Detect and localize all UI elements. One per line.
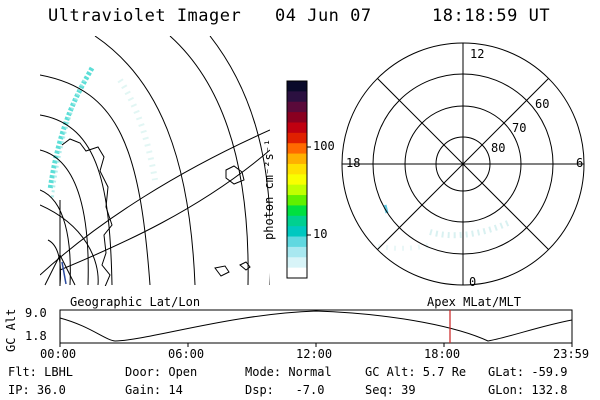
colorbar-stripe [287, 81, 307, 92]
mlt-label-0: 0 [469, 275, 477, 289]
colorbar-stripe [287, 174, 307, 186]
colorbar-stripe [287, 195, 307, 207]
lat-label-80: 80 [491, 141, 506, 155]
lat-label-60: 60 [535, 97, 550, 111]
gain-value: Gain: 14 [125, 383, 183, 397]
colorbar-stripe [287, 184, 307, 196]
colorbar-stripe [287, 215, 307, 227]
colorbar-stripe [287, 122, 307, 134]
polar-plot [341, 42, 585, 286]
timeline-x-label-1200: 12:00 [296, 347, 333, 361]
dsp-value: Dsp: -7.0 [245, 383, 325, 397]
colorbar-stripe [287, 267, 307, 279]
timeline-x-label-2359: 23:59 [553, 347, 590, 361]
colorbar-stripe [287, 226, 307, 238]
instrument-title: Ultraviolet Imager [48, 6, 242, 26]
ip-value: IP: 36.0 [8, 383, 66, 397]
aurora-emission [47, 66, 95, 191]
colorbar [286, 80, 311, 279]
geographic-longitude: GLon: 132.8 [488, 383, 568, 397]
colorbar-stripe [287, 246, 307, 258]
timeline-left-title: Geographic Lat/Lon [70, 295, 201, 309]
filter-value: Flt: LBHL [8, 365, 74, 379]
timeline-right-title: Apex MLat/MLT [427, 295, 521, 309]
timeline-y-label-max: 9.0 [25, 306, 47, 320]
colorbar-unit-label: photon cm⁻²s⁻¹ [262, 138, 276, 240]
colorbar-stripe [287, 91, 307, 103]
timeline-x-label-0600: 06:00 [168, 347, 205, 361]
observation-time: 18:18:59 UT [432, 6, 551, 26]
timeline-y-label-min: 1.8 [25, 329, 47, 343]
mlt-label-18: 18 [346, 156, 361, 170]
colorbar-stripe [287, 132, 307, 144]
colorbar-stripe [287, 163, 307, 175]
timeline-x-label-1800: 18:00 [424, 347, 461, 361]
gc-altitude: GC Alt: 5.7 Re [365, 365, 467, 379]
colorbar-stripe [287, 112, 307, 124]
colorbar-stripe [287, 101, 307, 113]
timeline-axis-label: GC Alt [4, 308, 18, 352]
door-status: Door: Open [125, 365, 198, 379]
colorbar-tick-100: 100 [313, 139, 335, 153]
geographic-latitude: GLat: -59.9 [488, 365, 568, 379]
colorbar-stripe [287, 153, 307, 165]
mlt-label-6: 6 [576, 156, 584, 170]
mode-value: Mode: Normal [245, 365, 332, 379]
lat-label-70: 70 [512, 121, 527, 135]
mlt-label-12: 12 [470, 47, 485, 61]
timeline-x-label-0000: 00:00 [40, 347, 77, 361]
colorbar-tick-10: 10 [313, 227, 328, 241]
colorbar-stripe [287, 257, 307, 269]
observation-date: 04 Jun 07 [275, 6, 372, 26]
altitude-curve [59, 310, 573, 342]
sequence-number: Seq: 39 [365, 383, 416, 397]
altitude-timeline [59, 309, 573, 347]
colorbar-stripe [287, 205, 307, 217]
colorbar-stripe [287, 236, 307, 248]
colorbar-stripe [287, 143, 307, 155]
